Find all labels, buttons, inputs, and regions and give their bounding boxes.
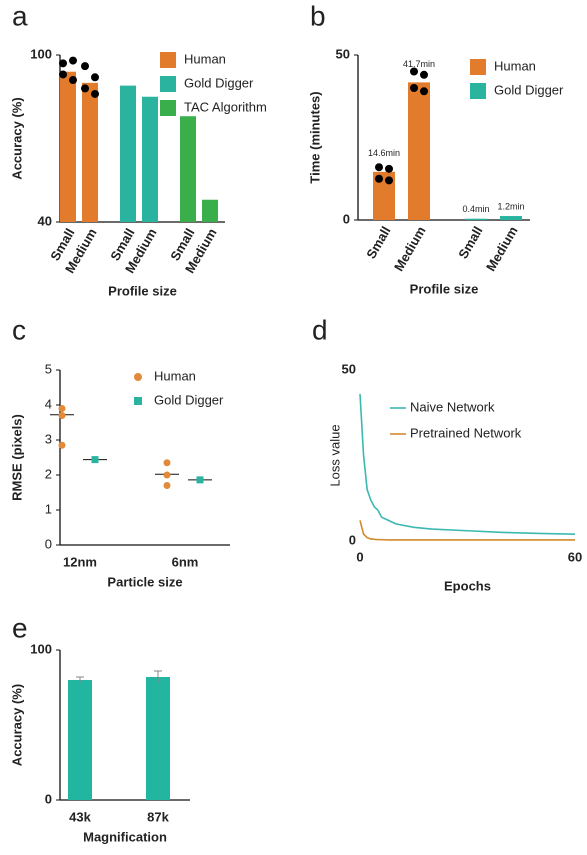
data-point: [59, 70, 67, 79]
y-tick-label: 100: [30, 641, 52, 656]
y-tick-label: 0: [45, 536, 52, 551]
y-axis-label: RMSE (pixels): [9, 414, 24, 501]
bar: [146, 677, 170, 800]
bar: [202, 199, 218, 222]
bar: [68, 680, 92, 800]
panel-label: b: [310, 0, 326, 31]
x-tick-label: 12nm: [63, 554, 97, 569]
y-tick-label: 0: [343, 211, 350, 226]
bar: [465, 218, 487, 220]
y-axis-label: Accuracy (%): [9, 684, 24, 766]
x-axis-label: Epochs: [444, 578, 491, 593]
bar: [120, 85, 136, 222]
legend-label: Human: [154, 368, 196, 383]
data-point: [385, 164, 393, 173]
data-point: [410, 67, 418, 76]
data-point: [69, 56, 77, 65]
data-point: [58, 441, 66, 449]
value-label: 0.4min: [462, 204, 489, 214]
y-tick-label: 0: [349, 532, 356, 547]
bar: [82, 82, 98, 222]
x-tick-label: 60: [568, 549, 582, 564]
x-tick-label: Small: [455, 224, 485, 262]
value-label: 14.6min: [368, 148, 400, 158]
x-tick-label: Medium: [483, 224, 521, 274]
bar: [500, 216, 522, 220]
legend-label: Gold Digger: [184, 75, 254, 90]
y-tick-label: 2: [45, 466, 52, 481]
y-tick-label: 1: [45, 501, 52, 516]
y-tick-label: 40: [38, 213, 52, 228]
data-point: [163, 482, 171, 489]
legend-swatch: [470, 83, 486, 99]
x-tick-label: Small: [363, 224, 393, 262]
line: [359, 520, 575, 541]
x-tick-label: 43k: [69, 809, 91, 824]
legend-swatch: [160, 52, 176, 68]
data-point: [91, 456, 99, 464]
data-point: [81, 84, 89, 93]
legend-swatch: [134, 373, 142, 381]
x-tick-label: Medium: [391, 224, 429, 274]
y-tick-label: 4: [45, 396, 52, 411]
data-point: [385, 176, 393, 185]
legend-label: Pretrained Network: [410, 425, 522, 440]
bar: [180, 116, 196, 222]
data-point: [59, 59, 67, 68]
value-label: 41.7min: [403, 59, 435, 69]
y-axis-label: Time (minutes): [307, 91, 322, 183]
data-point: [58, 412, 66, 419]
x-axis-label: Profile size: [410, 281, 479, 296]
y-tick-label: 0: [45, 791, 52, 806]
bar: [408, 82, 430, 220]
y-tick-label: 5: [45, 361, 52, 376]
value-label: 1.2min: [497, 201, 524, 211]
x-tick-label: 6nm: [172, 554, 199, 569]
data-point: [163, 471, 171, 479]
x-axis-label: Profile size: [108, 283, 177, 298]
bar: [60, 71, 76, 222]
data-point: [375, 163, 383, 172]
y-tick-label: 100: [30, 46, 52, 61]
data-point: [91, 73, 99, 82]
legend-label: Naive Network: [410, 399, 495, 414]
legend-swatch: [134, 397, 142, 405]
legend-label: Human: [184, 51, 226, 66]
legend-swatch: [470, 59, 486, 75]
y-tick-label: 50: [336, 46, 350, 61]
data-point: [420, 70, 428, 79]
legend-label: Gold Digger: [494, 82, 564, 97]
x-axis-label: Particle size: [107, 574, 182, 589]
data-point: [410, 84, 418, 92]
data-point: [69, 76, 77, 85]
data-point: [420, 87, 428, 96]
legend-swatch: [160, 100, 176, 116]
x-axis-label: Magnification: [83, 829, 167, 844]
data-point: [163, 459, 171, 467]
legend-swatch: [160, 76, 176, 92]
panel-label: c: [12, 314, 26, 345]
data-point: [196, 476, 204, 484]
panel-label: a: [12, 0, 28, 31]
x-tick-label: 0: [356, 549, 363, 564]
y-axis-label: Loss value: [327, 424, 342, 486]
data-point: [81, 62, 89, 71]
line: [359, 393, 576, 535]
legend-label: Human: [494, 58, 536, 73]
legend-label: Gold Digger: [154, 392, 224, 407]
y-axis-label: Accuracy (%): [9, 97, 24, 179]
data-point: [375, 174, 383, 183]
panel-label: d: [312, 314, 328, 345]
bar: [142, 96, 158, 222]
y-tick-label: 50: [342, 361, 356, 376]
data-point: [91, 89, 99, 98]
x-tick-label: 87k: [147, 809, 169, 824]
data-point: [58, 405, 66, 412]
y-tick-label: 3: [45, 431, 52, 446]
legend-label: TAC Algorithm: [184, 99, 267, 114]
panel-label: e: [12, 612, 28, 643]
